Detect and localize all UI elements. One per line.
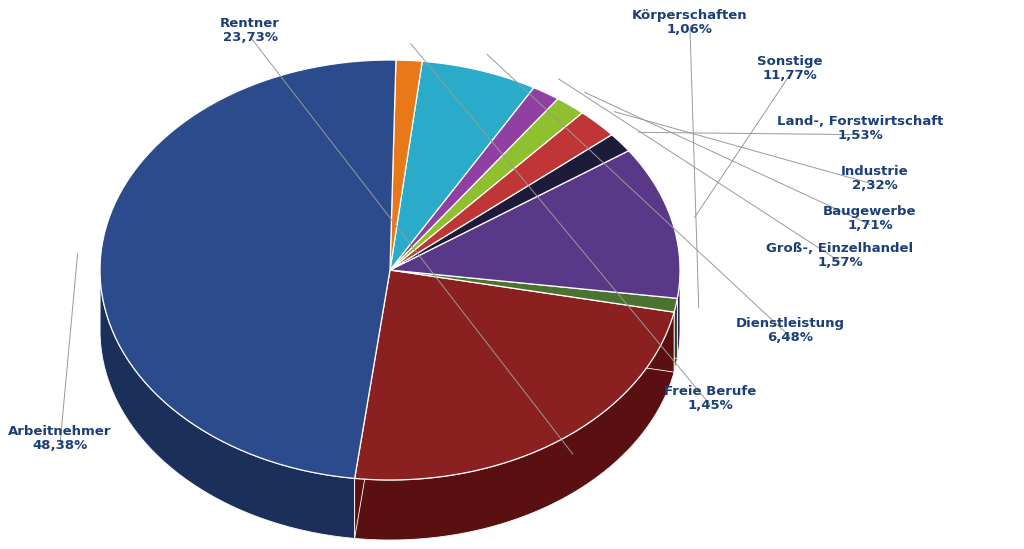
Polygon shape — [390, 270, 677, 358]
Polygon shape — [390, 270, 677, 312]
Polygon shape — [354, 270, 390, 539]
Polygon shape — [390, 270, 674, 372]
Polygon shape — [390, 270, 677, 358]
Polygon shape — [354, 270, 390, 539]
Text: 2,32%: 2,32% — [852, 180, 898, 192]
Polygon shape — [100, 60, 396, 478]
Text: 1,06%: 1,06% — [667, 23, 713, 36]
Text: Rentner: Rentner — [220, 17, 280, 30]
Polygon shape — [390, 113, 611, 270]
Text: Baugewerbe: Baugewerbe — [823, 205, 916, 218]
Text: Dienstleistung: Dienstleistung — [735, 317, 845, 330]
Text: 11,77%: 11,77% — [763, 69, 817, 82]
Text: Groß-, Einzelhandel: Groß-, Einzelhandel — [766, 242, 913, 255]
Polygon shape — [390, 88, 558, 270]
Polygon shape — [674, 298, 677, 372]
Text: Arbeitnehmer: Arbeitnehmer — [8, 425, 112, 438]
Polygon shape — [390, 60, 422, 270]
Text: 48,38%: 48,38% — [33, 439, 88, 452]
Text: Industrie: Industrie — [841, 165, 909, 178]
Text: 1,53%: 1,53% — [838, 129, 883, 142]
Polygon shape — [354, 312, 674, 540]
Polygon shape — [390, 270, 674, 372]
Text: 23,73%: 23,73% — [222, 31, 278, 44]
Polygon shape — [390, 151, 680, 298]
Polygon shape — [390, 99, 583, 270]
Text: 6,48%: 6,48% — [767, 331, 813, 344]
Text: 1,71%: 1,71% — [847, 219, 893, 232]
Polygon shape — [390, 135, 629, 270]
Text: Land-, Forstwirtschaft: Land-, Forstwirtschaft — [777, 115, 943, 128]
Polygon shape — [677, 271, 680, 358]
Text: Freie Berufe: Freie Berufe — [664, 385, 756, 398]
Text: Sonstige: Sonstige — [758, 55, 822, 68]
Text: Körperschaften: Körperschaften — [632, 9, 748, 22]
Polygon shape — [354, 270, 674, 480]
Text: 1,45%: 1,45% — [687, 399, 733, 412]
Polygon shape — [390, 61, 534, 270]
Polygon shape — [100, 275, 354, 539]
Text: 1,57%: 1,57% — [817, 256, 863, 269]
Ellipse shape — [100, 120, 680, 540]
